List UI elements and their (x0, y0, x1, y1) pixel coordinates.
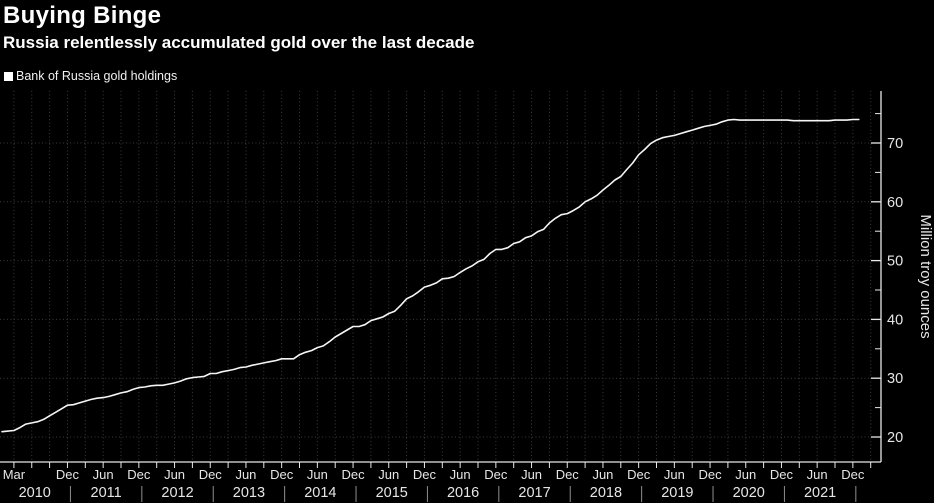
legend: Bank of Russia gold holdings (4, 69, 177, 83)
x-month-label: Jun (93, 467, 114, 482)
y-tick-label: 40 (887, 312, 903, 328)
x-year-label: 2012 (161, 485, 193, 501)
y-axis-title: Million troy ounces (917, 214, 934, 338)
x-month-label: Jun (378, 467, 399, 482)
x-year-label: 2011 (91, 485, 122, 501)
x-year-label: 2017 (518, 485, 550, 501)
x-year-label: 2016 (447, 485, 479, 501)
x-month-label: Jun (450, 467, 471, 482)
x-month-label: Jun (235, 467, 256, 482)
x-year-label: 2015 (376, 485, 408, 501)
x-month-label: Dec (127, 467, 151, 482)
x-month-label: Dec (199, 467, 223, 482)
gold-holdings-line (1, 118, 860, 433)
x-month-label: Dec (484, 467, 508, 482)
x-month-label: Dec (341, 467, 365, 482)
x-year-label: 2019 (661, 485, 693, 501)
x-month-label: Dec (270, 467, 294, 482)
chart-subtitle: Russia relentlessly accumulated gold ove… (3, 33, 475, 52)
x-year-label: 2013 (233, 485, 265, 501)
x-year-label: 2014 (304, 485, 336, 501)
y-tick-label: 30 (887, 371, 903, 387)
vertical-gridlines (13, 91, 872, 462)
y-axis-ticks (871, 113, 881, 438)
x-year-label: 2021 (804, 485, 836, 501)
x-month-label: Jun (592, 467, 613, 482)
y-tick-label: 60 (887, 195, 903, 211)
y-axis-labels: 20 30 40 50 60 70 (887, 136, 903, 446)
x-year-label: 2018 (590, 485, 622, 501)
x-month-label: Dec (556, 467, 580, 482)
x-month-label: Dec (56, 467, 80, 482)
x-month-label: Jun (164, 467, 185, 482)
chart-title: Buying Binge (3, 2, 162, 29)
legend-label: Bank of Russia gold holdings (16, 69, 178, 83)
x-year-label: 2010 (19, 485, 51, 501)
x-year-label: 2020 (733, 485, 765, 501)
x-axis-year-labels: 2010 2011 2012 2013 2014 2015 2016 2017 2018 2019… (19, 485, 857, 502)
legend-marker-icon (4, 71, 13, 81)
x-month-label: Jun (521, 467, 542, 482)
x-month-label: Dec (770, 467, 794, 482)
horizontal-gridlines (0, 142, 881, 438)
x-axis-ticks (13, 462, 872, 468)
y-tick-label: 70 (887, 136, 903, 152)
x-month-label: Jun (807, 467, 828, 482)
x-month-label: Jun (735, 467, 756, 482)
x-axis-month-labels: Mar Dec Jun Dec Jun Dec Jun Dec Jun Dec Jun Dec Jun D… (3, 467, 865, 482)
y-tick-label: 50 (887, 254, 903, 270)
x-month-label: Dec (627, 467, 651, 482)
x-month-label: Jun (307, 467, 328, 482)
x-month-label: Dec (698, 467, 722, 482)
y-tick-label: 20 (887, 430, 903, 446)
x-month-label: Jun (664, 467, 685, 482)
x-month-label: Dec (841, 467, 865, 482)
x-month-label: Mar (3, 467, 26, 482)
x-month-label: Dec (413, 467, 437, 482)
